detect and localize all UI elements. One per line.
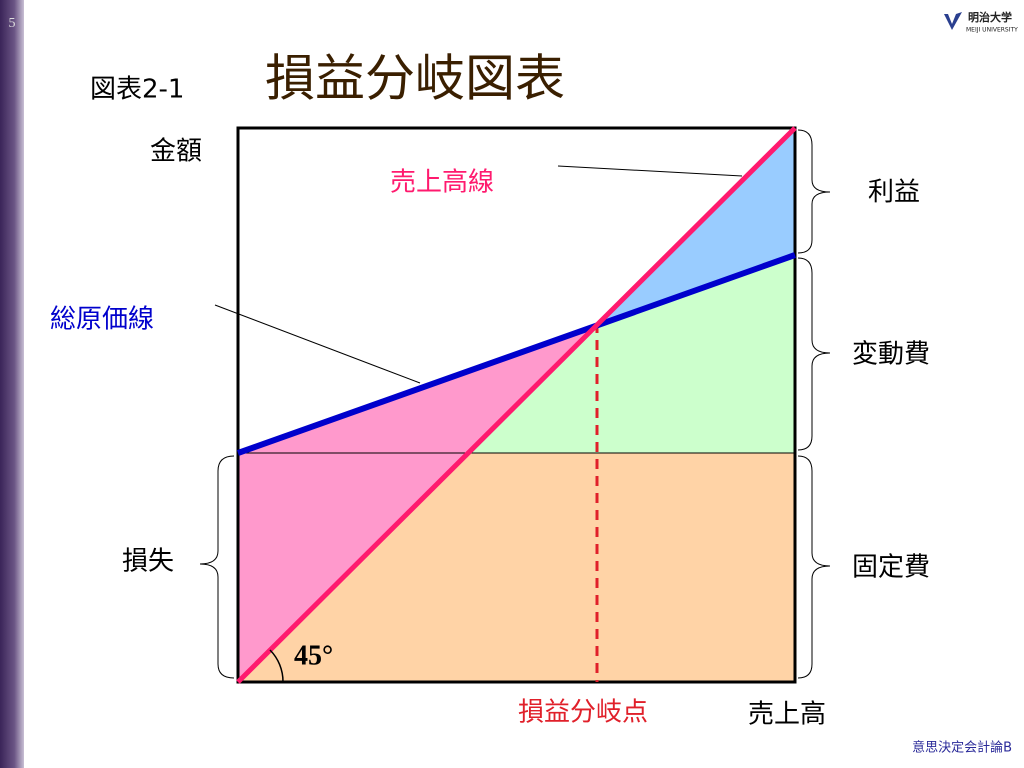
leader-line bbox=[214, 304, 421, 384]
total-cost-label: 総原価線 bbox=[50, 305, 154, 335]
slide-number: 5 bbox=[9, 16, 16, 31]
brace bbox=[797, 455, 831, 679]
angle-label: 45° bbox=[294, 640, 333, 671]
figure-label: 図表2-1 bbox=[90, 75, 184, 105]
leader-line bbox=[557, 165, 743, 177]
sales-line-label: 売上高線 bbox=[390, 168, 494, 198]
footer: 意思決定会計論B bbox=[912, 740, 1012, 756]
title: 損益分岐図表 bbox=[265, 50, 565, 108]
total-cost-line bbox=[236, 252, 797, 456]
side-bar bbox=[0, 0, 24, 768]
plot-frame bbox=[236, 126, 797, 684]
loss-label: 損失 bbox=[122, 547, 174, 577]
variable-cost-label: 変動費 bbox=[852, 340, 930, 370]
fixed-cost-label: 固定費 bbox=[852, 553, 930, 583]
x-axis-label: 売上高 bbox=[748, 700, 826, 730]
brace bbox=[199, 455, 235, 679]
angle-arc bbox=[269, 649, 284, 683]
sales-line bbox=[236, 126, 797, 684]
brace bbox=[797, 257, 831, 451]
break-even-label: 損益分岐点 bbox=[518, 698, 648, 728]
logo-sub: MEIJI UNIVERSITY bbox=[966, 27, 1018, 34]
logo-icon bbox=[944, 12, 962, 30]
logo-name: 明治大学 bbox=[968, 10, 1012, 24]
brace bbox=[797, 129, 831, 254]
profit-label: 利益 bbox=[868, 178, 920, 208]
y-axis-label: 金額 bbox=[150, 137, 202, 167]
